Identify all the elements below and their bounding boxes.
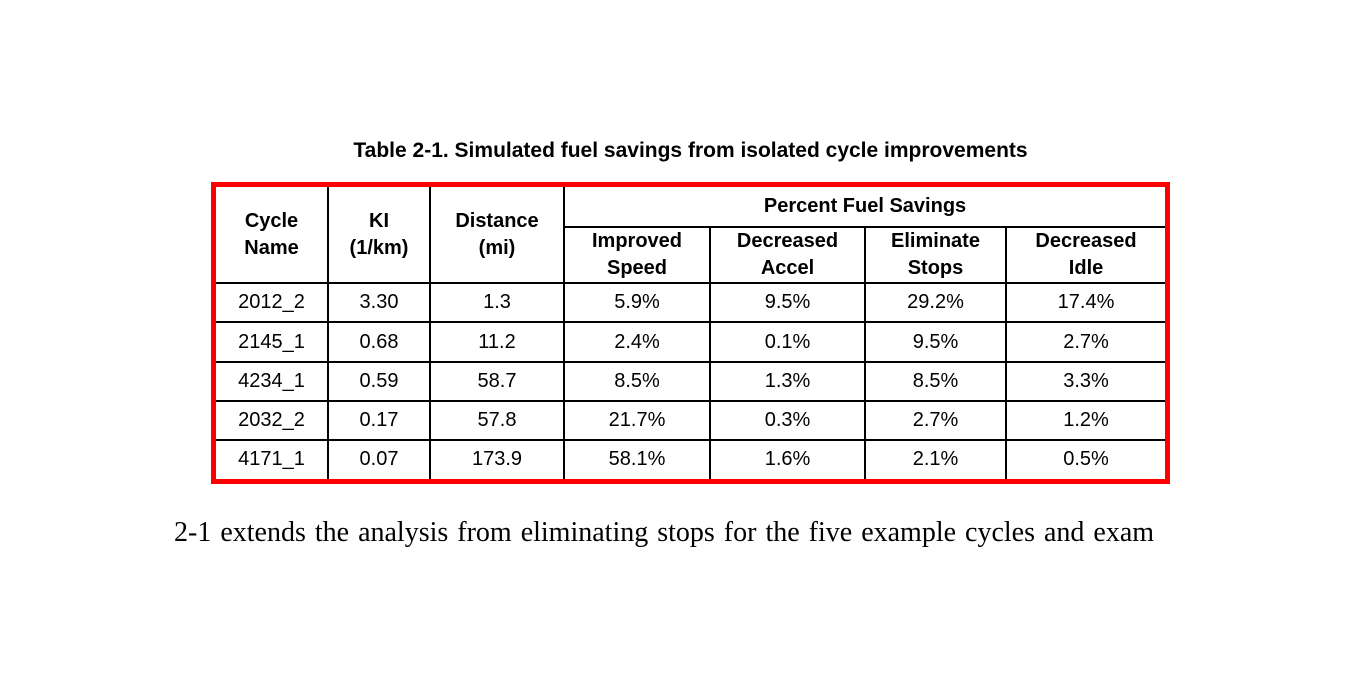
cell-ki: 0.17 — [327, 399, 431, 441]
cell-ki: 0.07 — [327, 438, 431, 479]
header-decreased-idle: Decreased Idle — [1004, 226, 1166, 285]
cell-eliminate-stops: 29.2% — [864, 282, 1007, 324]
cell-decreased-accel: 1.3% — [709, 360, 866, 402]
cell-eliminate-stops: 2.1% — [864, 438, 1007, 479]
header-percent-fuel-savings: Percent Fuel Savings — [562, 187, 1166, 229]
cell-cycle-name: 2032_2 — [216, 399, 329, 441]
cell-distance: 1.3 — [429, 282, 565, 324]
table-caption: Table 2-1. Simulated fuel savings from i… — [353, 139, 1028, 162]
table-row: 2145_1 0.68 11.2 2.4% 0.1% 9.5% 2.7% — [216, 321, 1166, 363]
cell-improved-speed: 5.9% — [563, 282, 711, 324]
cell-cycle-name: 2145_1 — [216, 321, 329, 363]
cell-eliminate-stops: 8.5% — [864, 360, 1007, 402]
cell-decreased-accel: 9.5% — [709, 282, 866, 324]
cell-eliminate-stops: 9.5% — [864, 321, 1007, 363]
cell-eliminate-stops: 2.7% — [864, 399, 1007, 441]
header-ki: KI (1/km) — [327, 187, 431, 285]
cell-ki: 0.68 — [327, 321, 431, 363]
cell-decreased-idle: 1.2% — [1004, 399, 1166, 441]
header-decreased-accel: Decreased Accel — [709, 226, 866, 285]
cell-decreased-idle: 17.4% — [1004, 282, 1166, 324]
header-distance: Distance (mi) — [429, 187, 565, 285]
cell-improved-speed: 21.7% — [563, 399, 711, 441]
cell-decreased-idle: 2.7% — [1004, 321, 1166, 363]
header-eliminate-stops: Eliminate Stops — [864, 226, 1007, 285]
cell-distance: 57.8 — [429, 399, 565, 441]
table-row: 4234_1 0.59 58.7 8.5% 1.3% 8.5% 3.3% — [216, 360, 1166, 402]
cell-distance: 58.7 — [429, 360, 565, 402]
cell-improved-speed: 58.1% — [563, 438, 711, 479]
cell-decreased-idle: 3.3% — [1004, 360, 1166, 402]
header-row-sub: Improved Speed Decreased Accel Eliminate… — [216, 226, 1166, 285]
table-row: 2032_2 0.17 57.8 21.7% 0.3% 2.7% 1.2% — [216, 399, 1166, 441]
cell-cycle-name: 4171_1 — [216, 438, 329, 479]
cell-decreased-idle: 0.5% — [1004, 438, 1166, 479]
fuel-savings-table: Cycle Name KI (1/km) Distance (mi) Perce… — [216, 187, 1166, 479]
cell-decreased-accel: 0.3% — [709, 399, 866, 441]
table-row: 2012_2 3.30 1.3 5.9% 9.5% 29.2% 17.4% — [216, 282, 1166, 324]
cell-distance: 173.9 — [429, 438, 565, 479]
cell-cycle-name: 2012_2 — [216, 282, 329, 324]
cell-cycle-name: 4234_1 — [216, 360, 329, 402]
cell-decreased-accel: 0.1% — [709, 321, 866, 363]
cell-improved-speed: 2.4% — [563, 321, 711, 363]
cell-decreased-accel: 1.6% — [709, 438, 866, 479]
header-cycle-name: Cycle Name — [216, 187, 329, 285]
fuel-savings-table-frame: Cycle Name KI (1/km) Distance (mi) Perce… — [211, 182, 1170, 484]
cell-ki: 3.30 — [327, 282, 431, 324]
body-paragraph-fragment: 2-1 extends the analysis from eliminatin… — [174, 517, 1155, 548]
header-improved-speed: Improved Speed — [564, 226, 711, 285]
table-row: 4171_1 0.07 173.9 58.1% 1.6% 2.1% 0.5% — [216, 438, 1166, 479]
cell-improved-speed: 8.5% — [563, 360, 711, 402]
cell-ki: 0.59 — [327, 360, 431, 402]
header-row-group: Cycle Name KI (1/km) Distance (mi) Perce… — [216, 187, 1166, 285]
cell-distance: 11.2 — [429, 321, 565, 363]
